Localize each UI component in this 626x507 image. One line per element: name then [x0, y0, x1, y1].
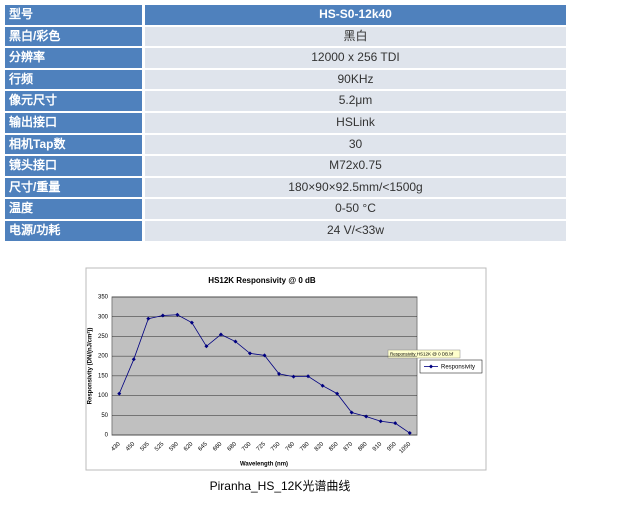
- y-tick-label: 150: [98, 373, 109, 379]
- row-label: 电源/功耗: [5, 220, 142, 241]
- x-tick-label: 620: [183, 441, 195, 453]
- y-tick-label: 100: [98, 393, 109, 399]
- annotation-box: [387, 349, 461, 359]
- x-tick-label: 880: [357, 441, 369, 453]
- x-tick-label: 590: [169, 441, 181, 453]
- row-label: 分辨率: [5, 48, 142, 68]
- data-point: [160, 313, 165, 318]
- legend-marker: [429, 364, 433, 369]
- legend: [419, 359, 483, 374]
- row-label: 行频: [5, 69, 142, 90]
- y-tick-label: 0: [105, 433, 109, 439]
- row-value: 黑白: [145, 26, 566, 47]
- data-point: [306, 374, 311, 379]
- x-tick-label: 430: [110, 441, 122, 453]
- x-tick-label: 820: [314, 441, 326, 453]
- row-value: 12000 x 256 TDI: [145, 48, 566, 68]
- row-label: 型号: [5, 5, 142, 25]
- table-row: 温度 0-50 °C: [5, 199, 566, 219]
- data-point: [131, 357, 136, 362]
- x-tick-label: 645: [198, 441, 210, 453]
- table-row: 尺寸/重量 180×90×92.5mm/<1500g: [5, 177, 566, 198]
- caption: Piranha_HS_12K光谱曲线: [209, 479, 351, 493]
- row-value: 90KHz: [145, 69, 566, 90]
- legend-label: Responsivity: [441, 365, 475, 371]
- x-tick-label: 780: [299, 441, 311, 453]
- row-label: 尺寸/重量: [5, 177, 142, 198]
- x-tick-label: 950: [386, 441, 398, 453]
- x-tick-label: 750: [270, 441, 282, 453]
- x-tick-label: 700: [241, 441, 253, 453]
- y-tick-label: 200: [98, 354, 109, 360]
- table-row: 电源/功耗 24 V/<33w: [5, 220, 566, 241]
- data-point: [393, 421, 398, 426]
- data-point: [320, 383, 325, 388]
- table-row: 型号 HS-S0-12k40: [5, 5, 566, 25]
- y-tick-label: 300: [98, 314, 109, 320]
- x-tick-label: 910: [372, 441, 384, 453]
- spec-table: 型号 HS-S0-12k40 黑白/彩色 黑白 分辨率 12000 x 256 TDI 行频…: [5, 5, 566, 243]
- table-row: 行频 90KHz: [5, 69, 566, 90]
- table-row: 输出接口 HSLink: [5, 112, 566, 133]
- row-value: HS-S0-12k40: [145, 5, 566, 25]
- plot-area: [111, 296, 418, 436]
- x-tick-label: 505: [140, 441, 152, 453]
- table-row: 分辨率 12000 x 256 TDI: [5, 48, 566, 68]
- x-tick-label: 760: [285, 441, 297, 453]
- data-point: [349, 410, 354, 415]
- row-label: 镜头接口: [5, 156, 142, 176]
- annotation: Responsivity HS12K @ 0 DB.bf: [390, 352, 454, 357]
- x-tick-label: 725: [256, 441, 268, 453]
- data-point: [189, 320, 194, 325]
- data-point: [378, 419, 383, 424]
- x-tick-label: 660: [212, 441, 224, 453]
- row-value: HSLink: [145, 112, 566, 133]
- data-point: [233, 339, 238, 344]
- table-row: 镜头接口 M72x0.75: [5, 156, 566, 176]
- x-tick-label: 850: [328, 441, 340, 453]
- row-value: 5.2μm: [145, 91, 566, 111]
- data-point: [175, 312, 180, 317]
- data-point: [364, 414, 369, 419]
- row-label: 像元尺寸: [5, 91, 142, 111]
- data-point: [335, 391, 340, 396]
- table-row: 像元尺寸 5.2μm: [5, 91, 566, 111]
- y-tick-label: 50: [101, 413, 108, 419]
- chart-title: HS12K Responsivity @ 0 dB: [208, 276, 316, 285]
- data-point: [117, 391, 122, 396]
- row-value: 180×90×92.5mm/<1500g: [145, 177, 566, 198]
- data-point: [407, 431, 412, 436]
- row-label: 相机Tap数: [5, 134, 142, 155]
- data-point: [291, 374, 296, 379]
- row-label: 黑白/彩色: [5, 26, 142, 47]
- y-axis-label: Responsivity (DN/(nJ/cm²)): [87, 328, 94, 405]
- row-label: 温度: [5, 199, 142, 219]
- data-point: [262, 353, 267, 358]
- y-tick-label: 350: [98, 295, 109, 301]
- data-point: [277, 371, 282, 376]
- data-point: [218, 332, 223, 337]
- table-row: 黑白/彩色 黑白: [5, 26, 566, 47]
- x-tick-label: 450: [125, 441, 137, 453]
- row-label: 输出接口: [5, 112, 142, 133]
- row-value: 30: [145, 134, 566, 155]
- data-point: [146, 316, 151, 321]
- x-tick-label: 680: [227, 441, 239, 453]
- y-tick-label: 250: [98, 334, 109, 340]
- x-tick-label: 870: [343, 441, 355, 453]
- row-value: M72x0.75: [145, 156, 566, 176]
- data-point: [204, 344, 209, 349]
- row-value: 24 V/<33w: [145, 220, 566, 241]
- x-axis-label: Wavelength (nm): [240, 462, 288, 468]
- x-tick-label: 525: [154, 441, 166, 453]
- data-point: [247, 351, 252, 356]
- table-row: 相机Tap数 30: [5, 134, 566, 155]
- row-value: 0-50 °C: [145, 199, 566, 219]
